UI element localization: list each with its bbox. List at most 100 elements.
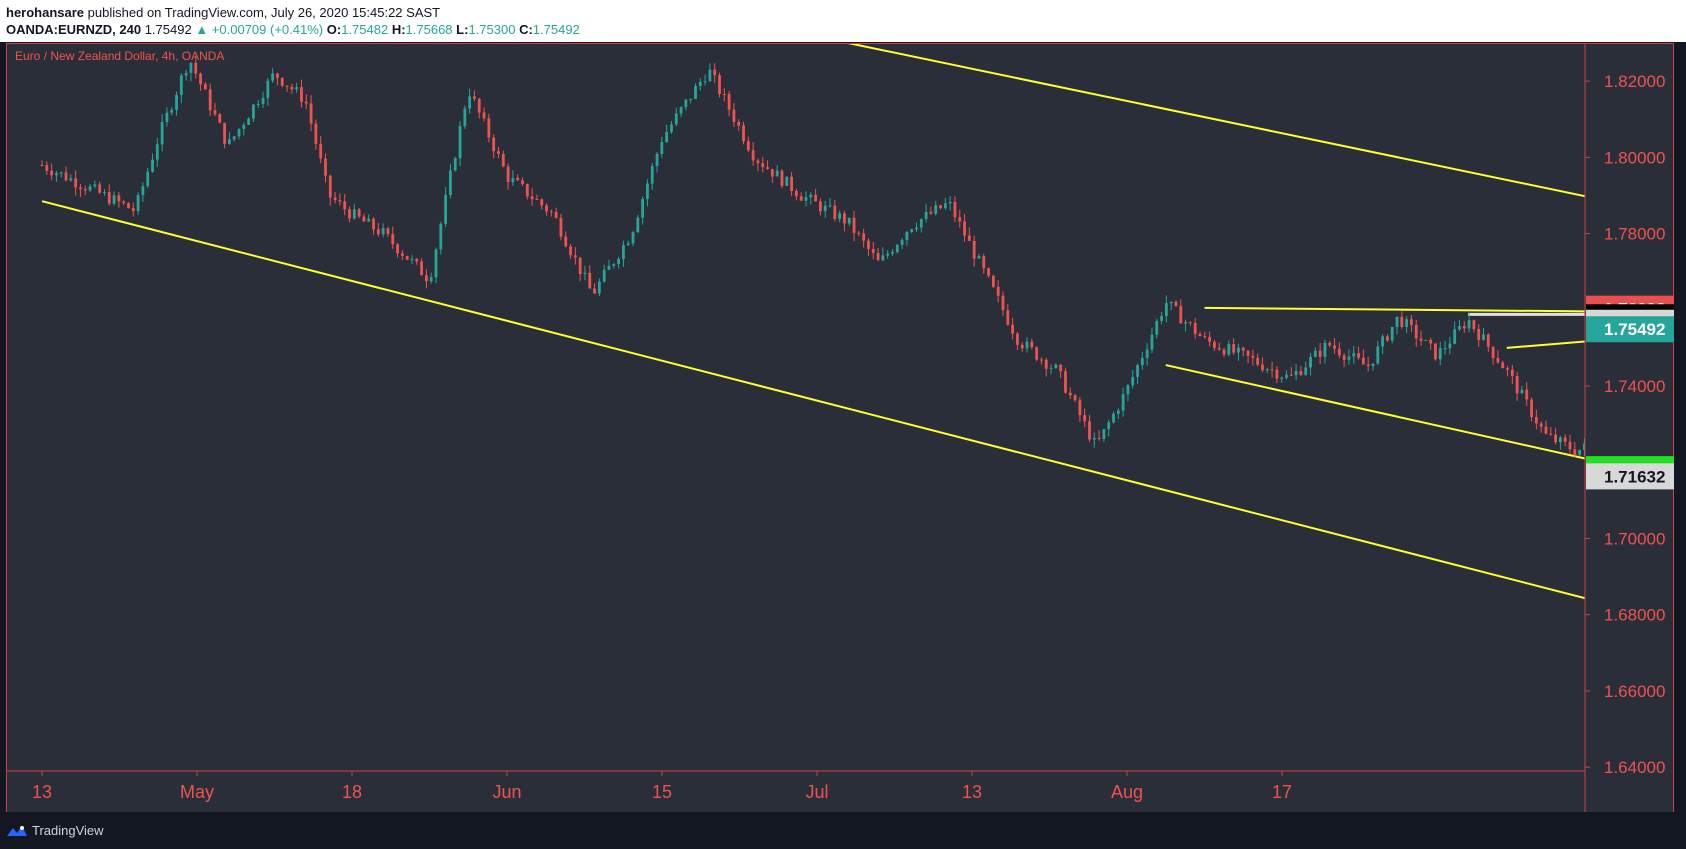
candle-down — [1001, 291, 1005, 316]
candle-down — [213, 102, 217, 117]
candle-up — [1520, 385, 1524, 394]
high-label: H: — [391, 22, 406, 37]
trendline-channel-upper[interactable] — [847, 42, 1686, 314]
candle-up — [886, 250, 890, 259]
candle-up — [141, 182, 145, 203]
candle-down — [588, 265, 592, 289]
plot-background — [6, 43, 1674, 813]
candle-down — [862, 228, 866, 248]
candle-up — [1107, 419, 1111, 437]
chart-frame[interactable]: Euro / New Zealand Dollar, 4h, OANDA 1.8… — [6, 42, 1686, 813]
candle-up — [1395, 316, 1399, 335]
candle-up — [237, 128, 241, 140]
candle-down — [742, 121, 745, 145]
candle-down — [564, 231, 568, 248]
candle-down — [1462, 321, 1466, 333]
candle-down — [208, 83, 212, 117]
footer-bar: TradingView — [0, 812, 1686, 849]
candle-up — [1054, 362, 1058, 370]
candle-down — [506, 163, 510, 190]
candle-up — [1145, 343, 1149, 366]
candle-up — [1443, 340, 1447, 355]
candle-down — [732, 103, 736, 127]
publish-line: herohansare published on TradingView.com… — [6, 5, 440, 20]
author-name[interactable]: herohansare — [6, 5, 85, 20]
candle-down — [362, 213, 366, 222]
candle-down — [833, 199, 837, 222]
candle-down — [1073, 393, 1077, 402]
candle-down — [1573, 441, 1577, 457]
candle-down — [1251, 349, 1255, 366]
price-change: ▲ +0.00709 (+0.41%) — [195, 22, 324, 37]
candle-up — [626, 240, 630, 246]
candle-down — [516, 174, 520, 182]
svg-text:1.71632: 1.71632 — [1604, 467, 1665, 486]
candle-down — [1400, 311, 1404, 329]
candle-down — [1203, 331, 1207, 339]
candle-down — [525, 183, 529, 200]
candle-down — [569, 243, 572, 259]
candle-down — [1261, 357, 1264, 373]
candle-up — [924, 203, 928, 223]
candle-up — [256, 100, 260, 109]
candle-down — [1256, 353, 1260, 367]
candle-up — [1558, 435, 1562, 450]
tradingview-brand[interactable]: TradingView — [6, 823, 104, 838]
candle-up — [1390, 326, 1394, 344]
candle-down — [304, 94, 308, 110]
price-axis[interactable] — [1585, 43, 1674, 813]
time-tick-label: 17 — [1272, 782, 1292, 802]
candle-up — [247, 117, 251, 125]
trendline-channel-lower[interactable] — [41, 200, 1686, 632]
candle-down — [1088, 415, 1091, 442]
candle-up — [684, 99, 688, 111]
candle-down — [1246, 350, 1250, 364]
candle-up — [252, 103, 255, 123]
candle-down — [963, 214, 966, 242]
candle-down — [972, 235, 976, 267]
candle-down — [194, 55, 198, 79]
candle-up — [1458, 319, 1461, 332]
candle-down — [1040, 357, 1043, 365]
candle-down — [1486, 333, 1490, 352]
candle-down — [1011, 317, 1015, 340]
candle-down — [1530, 397, 1533, 422]
time-tick-label: Jun — [492, 782, 521, 802]
candle-up — [881, 247, 885, 262]
candle-up — [1140, 351, 1144, 370]
trendline-wedge-upper[interactable] — [1506, 314, 1686, 349]
candle-up — [1169, 301, 1173, 311]
candle-down — [867, 238, 870, 256]
candle-up — [1482, 327, 1485, 341]
candle-up — [670, 120, 673, 134]
brand-name: TradingView — [32, 823, 104, 838]
price-tick-label: 1.66000 — [1604, 682, 1665, 701]
candle-up — [708, 63, 712, 82]
close-value: 1.75492 — [532, 22, 580, 37]
trendline-triangle-top[interactable] — [1204, 306, 1686, 314]
candle-up — [785, 176, 789, 187]
candle-down — [218, 112, 222, 124]
candle-down — [1064, 367, 1067, 394]
price-label-last: 1.75492 — [1586, 316, 1674, 343]
time-tick-label: Jul — [805, 782, 828, 802]
candle-down — [98, 181, 102, 194]
candle-up — [948, 195, 952, 211]
candle-down — [1044, 357, 1048, 377]
candle-up — [59, 171, 63, 178]
candle-down — [487, 113, 491, 143]
candle-up — [165, 107, 169, 127]
candle-down — [203, 82, 207, 90]
price-chart[interactable]: Euro / New Zealand Dollar, 4h, OANDA 1.8… — [6, 42, 1686, 813]
candle-down — [1472, 319, 1476, 333]
price-tick-label: 1.68000 — [1604, 606, 1665, 625]
candle-down — [74, 170, 78, 196]
candle-up — [910, 228, 914, 234]
candle-down — [122, 200, 126, 205]
trendline-triangle-bottom[interactable] — [1165, 364, 1686, 531]
candle-down — [1217, 342, 1221, 351]
time-ticks[interactable]: 13 May 18 Jun 15 Jul 13 Aug 17 — [32, 771, 1292, 802]
candle-down — [780, 169, 784, 189]
candle-down — [1232, 338, 1236, 355]
time-tick-label: Aug — [1111, 782, 1143, 802]
